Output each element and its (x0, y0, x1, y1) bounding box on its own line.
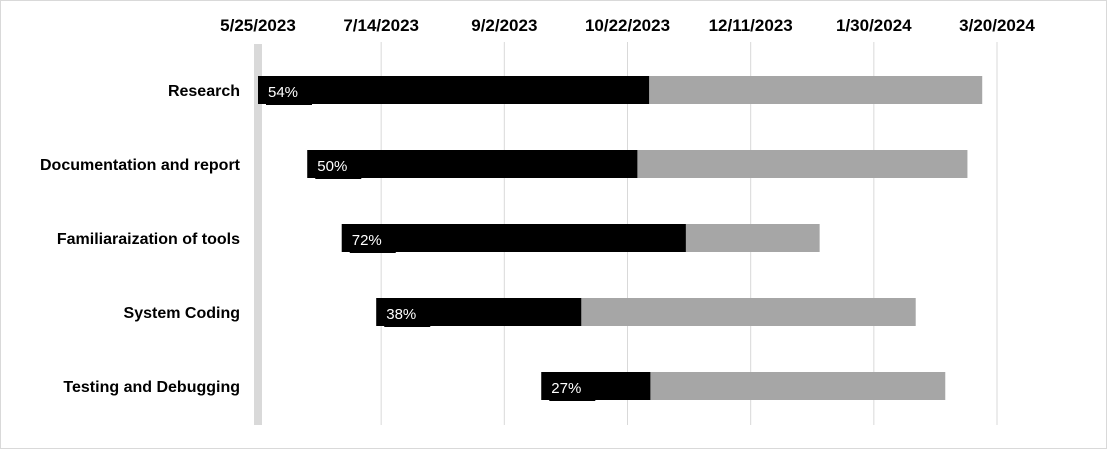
progress-label: 54% (268, 84, 298, 101)
x-tick-label: 3/20/2024 (959, 16, 1035, 35)
progress-badge (549, 373, 596, 401)
x-tick-label: 9/2/2023 (471, 16, 537, 35)
x-tick-label: 7/14/2023 (343, 16, 419, 35)
x-tick-label: 12/11/2023 (709, 16, 793, 35)
progress-badge (384, 299, 431, 327)
progress-label: 50% (317, 158, 347, 175)
category-label: Documentation and report (40, 157, 241, 174)
bar-complete (258, 76, 650, 104)
progress-label: 72% (352, 232, 382, 249)
x-tick-label: 1/30/2024 (836, 16, 912, 35)
category-label: System Coding (124, 305, 240, 322)
category-label: Research (168, 83, 240, 100)
bar-complete (307, 150, 638, 178)
x-tick-label: 10/22/2023 (585, 16, 670, 35)
progress-label: 38% (386, 306, 416, 323)
category-label: Testing and Debugging (63, 379, 240, 396)
x-tick-label: 5/25/2023 (220, 16, 296, 35)
progress-badge (349, 225, 396, 253)
bar-complete (341, 224, 686, 252)
y-axis-line (254, 44, 262, 425)
progress-label: 27% (551, 380, 581, 397)
progress-badge (266, 77, 312, 105)
category-label: Familiaraization of tools (57, 231, 240, 248)
progress-badge (315, 151, 362, 179)
